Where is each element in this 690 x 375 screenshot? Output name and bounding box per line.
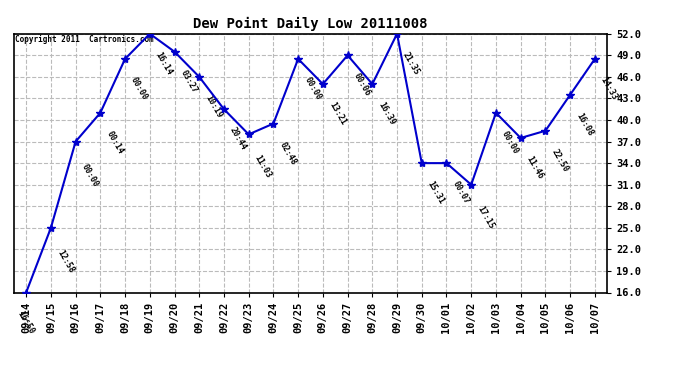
Text: 15:31: 15:31 (426, 180, 446, 206)
Text: 00:14: 00:14 (104, 129, 125, 156)
Text: 00:00: 00:00 (302, 76, 323, 102)
Text: 03:27: 03:27 (179, 68, 199, 94)
Text: 11:03: 11:03 (253, 154, 273, 180)
Text: Copyright 2011  Cartronics.com: Copyright 2011 Cartronics.com (15, 35, 154, 44)
Text: 00:07: 00:07 (451, 180, 471, 206)
Text: 14:33: 14:33 (599, 76, 620, 102)
Text: 16:50: 16:50 (15, 309, 35, 335)
Text: 12:58: 12:58 (55, 249, 75, 275)
Text: 16:08: 16:08 (574, 111, 595, 138)
Text: 00:00: 00:00 (129, 76, 150, 102)
Text: 02:48: 02:48 (277, 140, 298, 166)
Text: 20:44: 20:44 (228, 126, 248, 152)
Text: 00:00: 00:00 (80, 162, 100, 189)
Text: 22:50: 22:50 (549, 147, 570, 174)
Title: Dew Point Daily Low 20111008: Dew Point Daily Low 20111008 (193, 17, 428, 31)
Text: 13:21: 13:21 (327, 101, 347, 127)
Text: 10:19: 10:19 (204, 93, 224, 120)
Text: 16:39: 16:39 (377, 101, 397, 127)
Text: 17:15: 17:15 (475, 204, 495, 230)
Text: 11:46: 11:46 (525, 154, 545, 181)
Text: 00:00: 00:00 (500, 129, 520, 156)
Text: 16:14: 16:14 (154, 50, 175, 76)
Text: 21:35: 21:35 (401, 50, 422, 76)
Text: 00:06: 00:06 (352, 72, 372, 98)
